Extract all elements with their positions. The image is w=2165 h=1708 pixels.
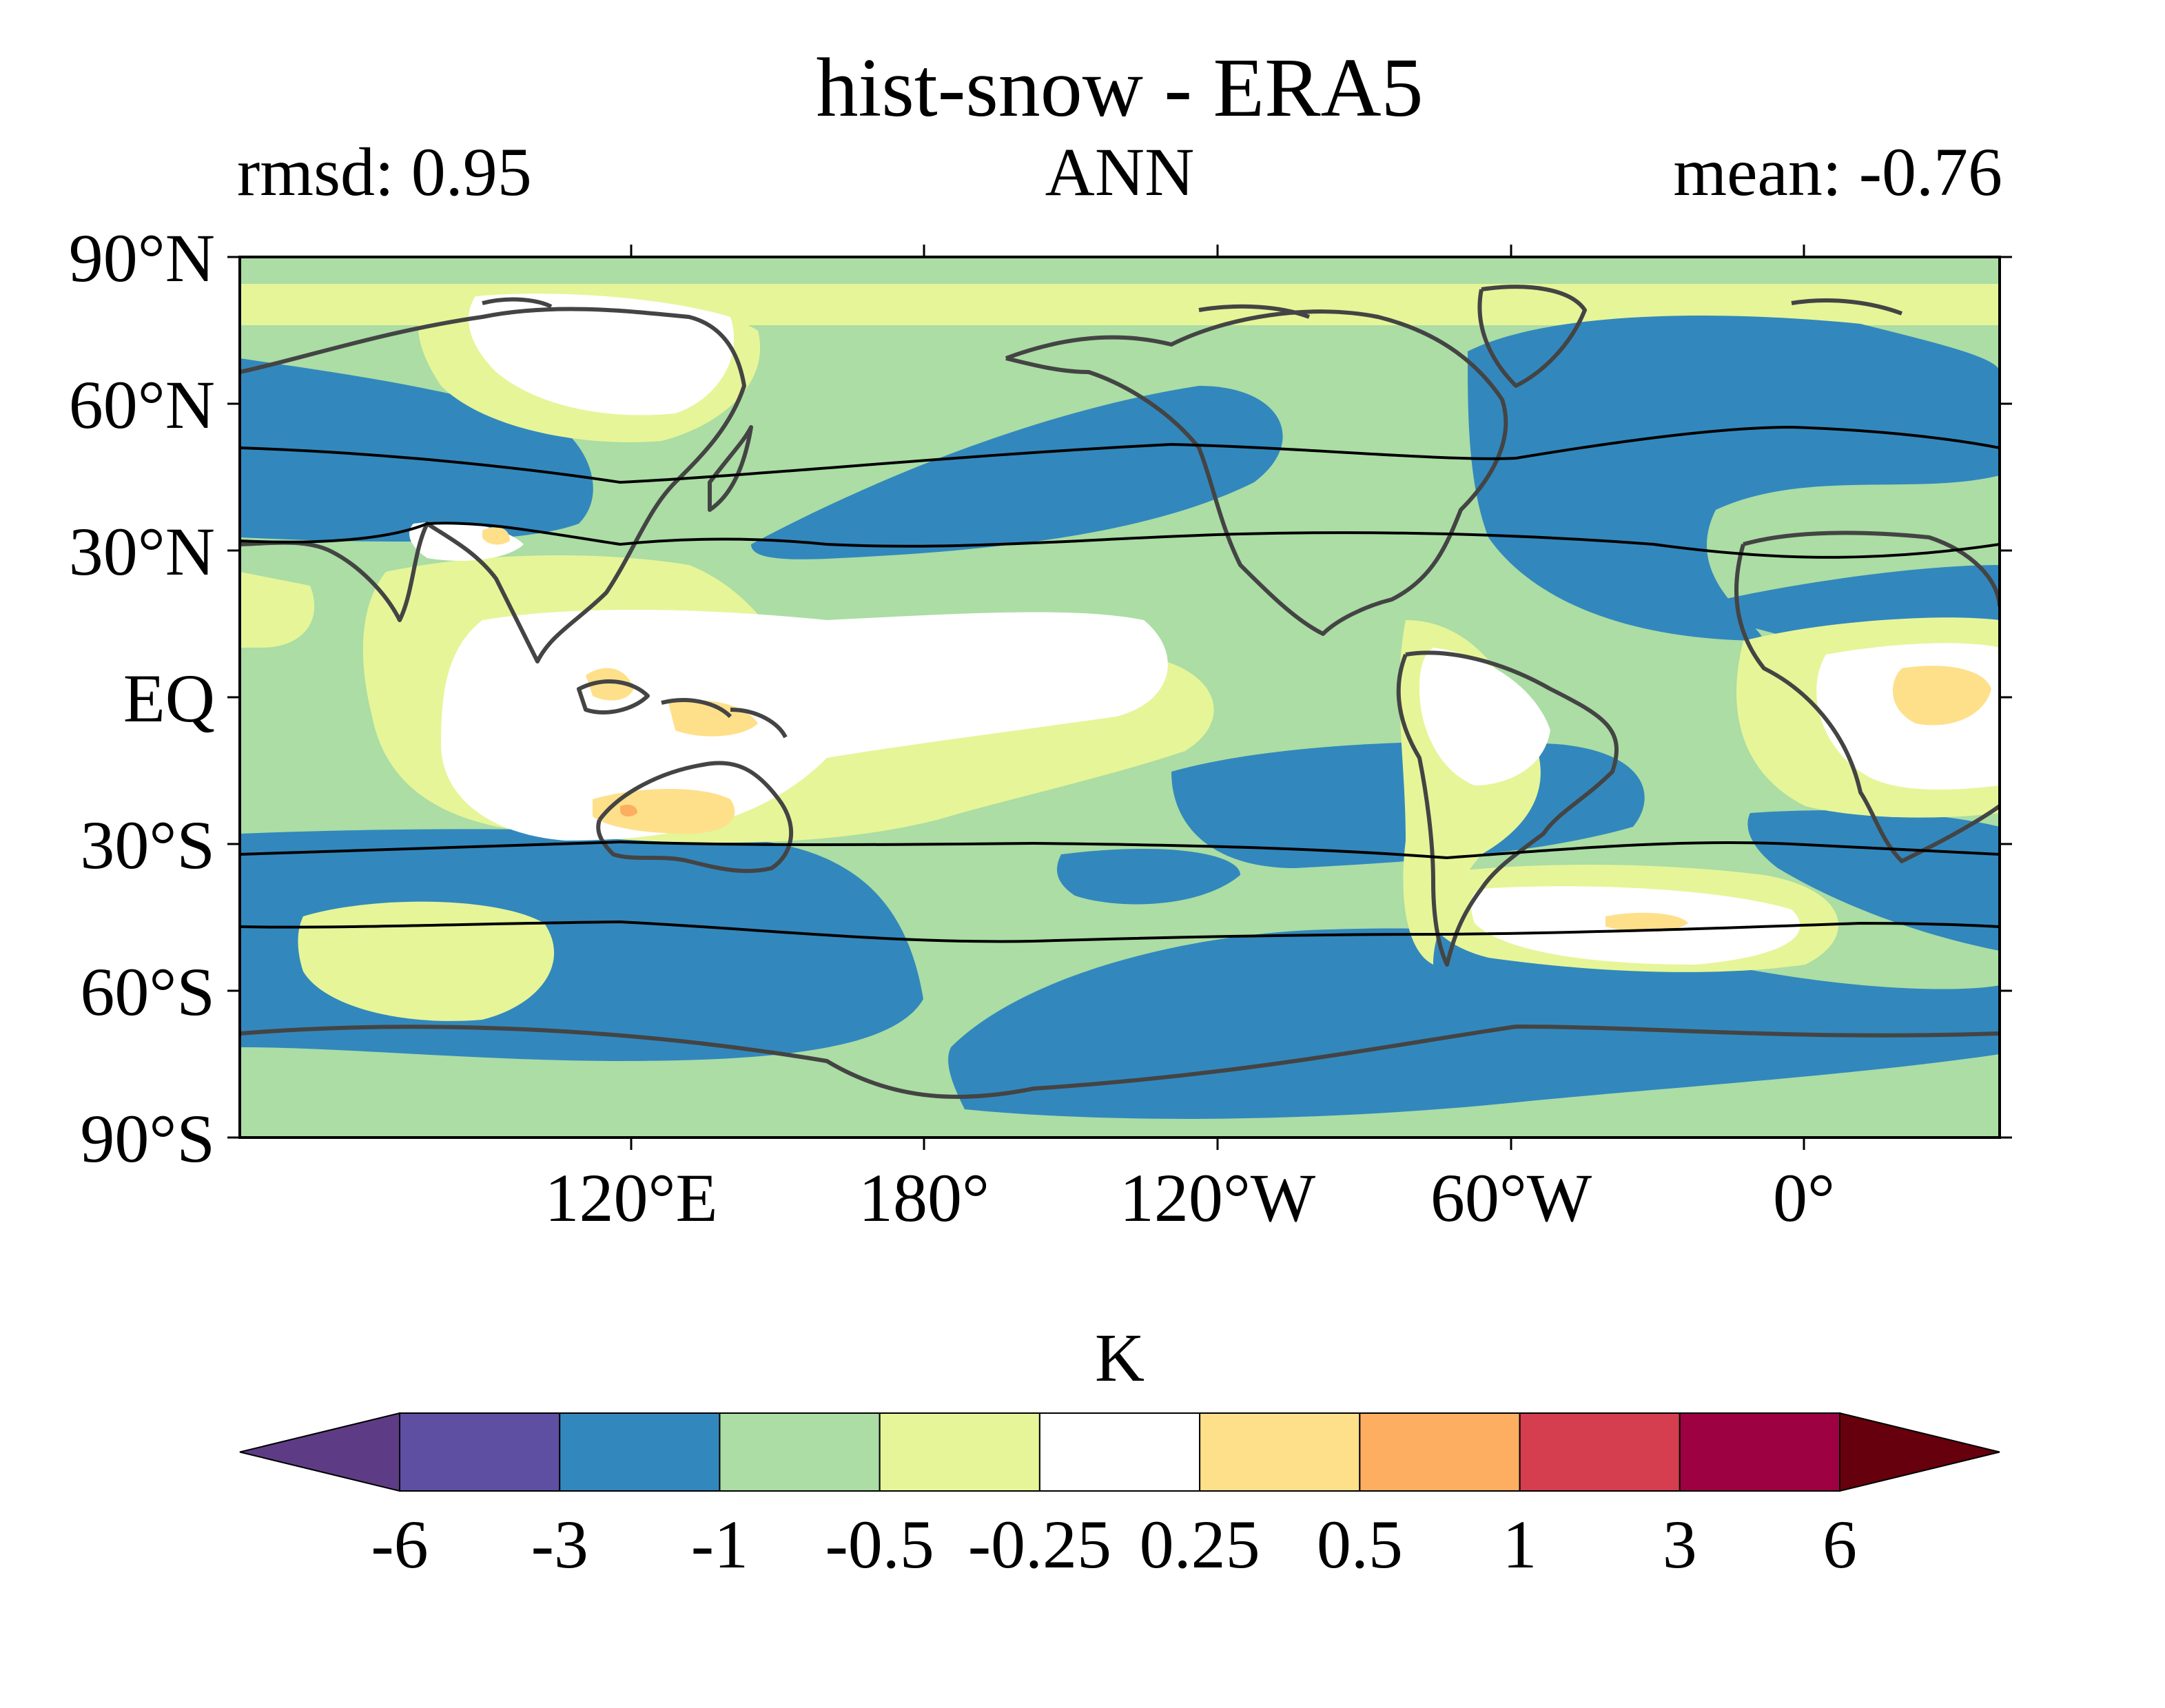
- coastline-maritime-continent: [577, 679, 788, 739]
- colorbar-tick-label: 0.25: [1140, 1506, 1260, 1583]
- region-weak-positive: [1605, 912, 1688, 932]
- coastlines: [240, 285, 2000, 1099]
- coastline-japan: [708, 425, 753, 512]
- colorbar-swatch: [1199, 1412, 1361, 1492]
- colorbar-tick-label: 6: [1823, 1506, 1857, 1583]
- colorbar-swatch: [1679, 1412, 1841, 1492]
- colorbar-tick-label: 0.5: [1317, 1506, 1403, 1583]
- lon-tick-label: 60°W: [1430, 1160, 1592, 1236]
- lat-tick-label: EQ: [123, 660, 215, 737]
- colorbar-tick-label: 1: [1503, 1506, 1537, 1583]
- colorbar-tick-label: -6: [371, 1506, 428, 1583]
- subtitle-center: ANN: [1045, 134, 1195, 210]
- lat-tick-label: 60°S: [80, 954, 215, 1030]
- region-weak-positive: [482, 527, 510, 545]
- colorbar-tick-label: -1: [691, 1506, 748, 1583]
- colorbar-extend-under: [239, 1412, 400, 1492]
- coastline-south-america: [1396, 650, 1619, 967]
- colorbar: [239, 1412, 2000, 1492]
- lat-tick-label: 30°N: [69, 513, 215, 590]
- region-negative: [240, 358, 593, 542]
- region-near-zero: [1419, 648, 1550, 785]
- region-weak-negative: [298, 901, 555, 1021]
- coastline-antarctica: [240, 1025, 2000, 1099]
- lon-axis: [630, 245, 1805, 1150]
- region-negative: [1468, 316, 2000, 641]
- coastline-north-america: [1005, 309, 1508, 636]
- lat-tick-label: 90°S: [80, 1100, 215, 1177]
- colorbar-swatch: [1038, 1412, 1201, 1492]
- region-weak-negative: [240, 572, 315, 648]
- lon-tick-label: 0°: [1773, 1160, 1835, 1236]
- lat-tick-label: 90°N: [69, 220, 215, 296]
- colorbar-swatch: [1519, 1412, 1681, 1492]
- figure-title: hist-snow - ERA5: [816, 41, 1423, 134]
- lat-tick-label: 60°N: [69, 367, 215, 443]
- subtitle-right: mean: -0.76: [1673, 134, 2002, 210]
- lon-tick-label: 120°W: [1120, 1160, 1316, 1236]
- contour-lines: [240, 425, 2000, 943]
- region-negative: [751, 386, 1283, 559]
- lat-tick-labels: 90°N 60°N 30°N EQ 30°S 60°S 90°S: [69, 220, 215, 1177]
- coastline-greenland: [1477, 285, 1587, 388]
- region-weak-positive: [1892, 666, 1991, 726]
- region-weak-positive: [593, 789, 735, 834]
- region-negative: [1057, 848, 1240, 905]
- colorbar-tick-label: -0.5: [825, 1506, 934, 1583]
- contour-line-south-lower: [240, 920, 2000, 943]
- map-panel: [240, 257, 2000, 1138]
- lat-tick-label: 30°S: [80, 807, 215, 883]
- colorbar-swatch: [399, 1412, 561, 1492]
- coastline-eurasia: [240, 307, 746, 663]
- coastline-africa: [1734, 531, 2000, 863]
- lon-tick-label: 180°: [859, 1160, 989, 1236]
- lat-axis: [227, 256, 2012, 1139]
- colorbar-swatch: [559, 1412, 721, 1492]
- contour-line-north-lower: [240, 522, 2000, 559]
- coastline-australia: [596, 761, 794, 874]
- coastline-arctic-islands: [482, 297, 1903, 319]
- colorbar-extend-over: [1839, 1412, 2000, 1492]
- region-near-zero: [469, 294, 735, 415]
- region-near-zero: [441, 610, 1168, 841]
- contour-line-north-upper: [240, 425, 2000, 484]
- lon-tick-label: 120°E: [544, 1160, 717, 1236]
- colorbar-tick-label: 3: [1663, 1506, 1697, 1583]
- colorbar-swatch: [1359, 1412, 1521, 1492]
- colorbar-swatch: [719, 1412, 881, 1492]
- colorbar-tick-labels: -6 -3 -1 -0.5 -0.25 0.25 0.5 1 3 6: [371, 1506, 1857, 1583]
- lon-tick-labels: 120°E 180° 120°W 60°W 0°: [544, 1160, 1835, 1236]
- colorbar-swatch: [879, 1412, 1040, 1492]
- region-weak-positive: [586, 668, 634, 701]
- colorbar-tick-label: -0.25: [968, 1506, 1111, 1583]
- colorbar-label: K: [1095, 1319, 1145, 1396]
- contour-line-south-upper: [240, 840, 2000, 860]
- region-moderate-positive: [620, 805, 637, 817]
- colorbar-tick-label: -3: [531, 1506, 588, 1583]
- subtitle-left: rmsd: 0.95: [237, 134, 532, 210]
